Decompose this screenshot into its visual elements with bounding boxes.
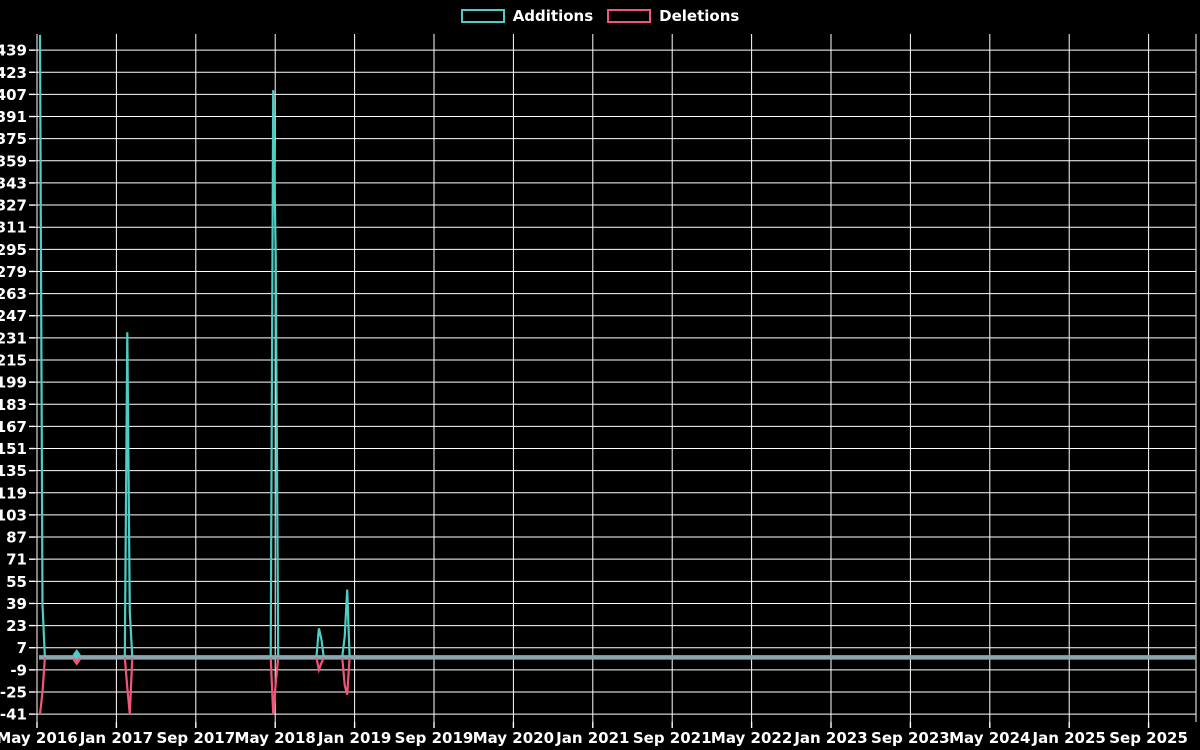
x-tick-label: May 2022 <box>711 729 792 747</box>
deletions-line <box>269 657 280 715</box>
deletions-swatch-icon <box>607 9 652 23</box>
additions-line <box>341 589 351 658</box>
x-tick-label: May 2018 <box>235 729 316 747</box>
y-tick-label: 167 <box>0 418 27 436</box>
y-tick-label: 375 <box>0 130 27 148</box>
y-tick-label: 55 <box>6 573 27 591</box>
legend-label-additions: Additions <box>512 7 594 25</box>
deletions-line <box>341 657 351 695</box>
deletions-line <box>38 657 46 715</box>
additions-line <box>315 628 325 658</box>
x-tick-label: Sep 2019 <box>395 729 474 747</box>
chart-legend: Additions Deletions <box>0 7 1200 25</box>
x-tick-label: Jan 2025 <box>1032 729 1106 747</box>
x-tick-label: Sep 2017 <box>156 729 235 747</box>
y-tick-label: 183 <box>0 396 27 414</box>
legend-item-additions[interactable]: Additions <box>460 7 594 25</box>
y-tick-label: 391 <box>0 108 27 126</box>
x-tick-label: Jan 2019 <box>317 729 391 747</box>
y-tick-label: 23 <box>6 617 27 635</box>
y-tick-label: 135 <box>0 462 27 480</box>
y-tick-label: 71 <box>6 551 27 569</box>
additions-line <box>123 332 134 658</box>
y-tick-label: 407 <box>0 86 27 104</box>
y-tick-label: -41 <box>0 706 27 724</box>
additions-swatch-icon <box>460 9 505 23</box>
y-tick-label: 119 <box>0 484 27 502</box>
y-tick-label: 327 <box>0 197 27 215</box>
additions-line <box>38 34 46 658</box>
y-tick-label: 103 <box>0 506 27 524</box>
deletions-point-marker <box>72 654 81 666</box>
deletions-line <box>315 656 325 674</box>
additions-point-marker <box>72 649 81 661</box>
x-tick-label: Sep 2025 <box>1109 729 1188 747</box>
x-tick-label: May 2020 <box>473 729 554 747</box>
x-tick-label: Jan 2023 <box>793 729 867 747</box>
y-tick-label: 247 <box>0 307 27 325</box>
y-tick-label: 263 <box>0 285 27 303</box>
y-tick-label: 359 <box>0 152 27 170</box>
y-tick-label: 87 <box>6 529 27 547</box>
y-tick-label: 423 <box>0 64 27 82</box>
y-tick-label: 311 <box>0 219 27 237</box>
y-tick-label: 151 <box>0 440 27 458</box>
y-tick-label: 215 <box>0 351 27 369</box>
x-tick-label: Sep 2021 <box>633 729 712 747</box>
legend-item-deletions[interactable]: Deletions <box>607 7 739 25</box>
x-tick-label: May 2024 <box>949 729 1030 747</box>
y-tick-label: 7 <box>17 639 27 657</box>
additions-line <box>269 90 280 658</box>
y-tick-label: -25 <box>0 683 27 701</box>
y-tick-label: 439 <box>0 42 27 60</box>
x-tick-label: Sep 2023 <box>871 729 950 747</box>
x-tick-label: Jan 2017 <box>79 729 153 747</box>
x-tick-label: Jan 2021 <box>555 729 629 747</box>
y-tick-label: 295 <box>0 241 27 259</box>
y-tick-label: 343 <box>0 174 27 192</box>
x-tick-label: May 2016 <box>0 729 78 747</box>
y-tick-label: 199 <box>0 374 27 392</box>
deletions-line <box>123 657 134 715</box>
y-tick-label: 231 <box>0 329 27 347</box>
y-tick-label: 279 <box>0 263 27 281</box>
y-tick-label: -9 <box>10 661 27 679</box>
y-tick-label: 39 <box>6 595 27 613</box>
legend-label-deletions: Deletions <box>659 7 740 25</box>
